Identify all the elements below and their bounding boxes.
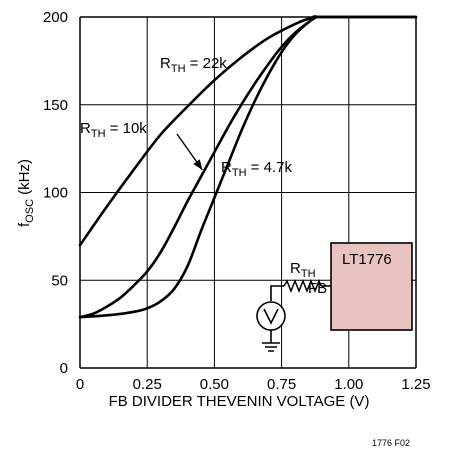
figure-code: 1776 F02 — [372, 438, 410, 448]
resistor-zigzag — [283, 278, 322, 294]
x-tick-label: 1.00 — [334, 376, 363, 393]
voltage-source-v-mark — [263, 308, 279, 325]
tick-labels: 0 0.25 0.50 0.75 1.00 1.25 0 50 100 150 200 — [43, 9, 431, 393]
x-axis-label: FB DIVIDER THEVENIN VOLTAGE (V) — [109, 393, 370, 410]
series-label-22k: RTH = 22k — [160, 55, 227, 75]
x-tick-label: 0.25 — [133, 376, 162, 393]
y-tick-label: 0 — [60, 360, 68, 377]
y-axis-label: fOSC (kHz) — [16, 159, 36, 227]
x-tick-label: 0 — [76, 376, 84, 393]
ground-symbol — [262, 342, 280, 352]
y-tick-label: 200 — [43, 9, 68, 26]
series-label-10k: RTH = 10k — [80, 120, 147, 140]
voltage-source-symbol — [256, 301, 286, 331]
resistor-label: RTH — [290, 260, 316, 280]
y-tick-label: 100 — [43, 185, 68, 202]
circuit-inset: LT1776 FB RTH — [256, 242, 413, 352]
lt1776-chip — [330, 242, 413, 331]
lt1776-chip-label: LT1776 — [342, 251, 392, 268]
x-tick-label: 0.75 — [267, 376, 296, 393]
label-10k-arrow-head — [193, 159, 203, 170]
y-tick-label: 50 — [51, 272, 68, 289]
curve-labels: RTH = 22k RTH = 10k RTH = 4.7k — [80, 55, 292, 179]
y-tick-label: 150 — [43, 97, 68, 114]
series-label-4p7k: RTH = 4.7k — [221, 159, 292, 179]
series-layer — [78, 15, 418, 319]
resistor-wire-left — [270, 285, 284, 301]
x-tick-label: 1.25 — [401, 376, 430, 393]
grid-layer — [79, 16, 417, 369]
x-tick-label: 0.50 — [200, 376, 229, 393]
series-line-4p7k — [78, 15, 418, 319]
